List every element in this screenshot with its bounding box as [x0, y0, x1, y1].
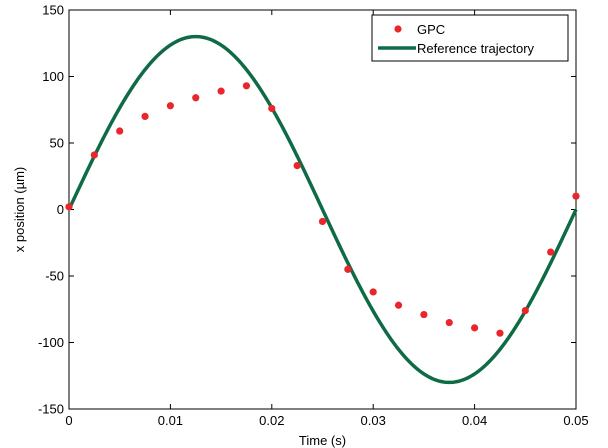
x-tick-label: 0.03 [361, 413, 386, 428]
y-tick-label: -100 [38, 335, 64, 350]
legend-box [371, 14, 569, 62]
y-tick-label: 150 [42, 3, 64, 18]
x-tick-label: 0.02 [259, 413, 284, 428]
gpc-point [318, 217, 327, 226]
x-tick-label: 0 [65, 413, 72, 428]
gpc-point [166, 102, 174, 110]
x-axis-label: Time (s) [299, 433, 346, 448]
gpc-point [65, 203, 73, 211]
gpc-point [547, 248, 555, 256]
gpc-point [445, 318, 453, 327]
gpc-point [420, 310, 428, 319]
gpc-point [369, 288, 377, 296]
gpc-point [496, 329, 504, 337]
gpc-point [471, 324, 479, 332]
gpc-point [293, 162, 301, 170]
axis-ticks: 0 0.01 0.02 0.03 0.04 0.05 -150 -100 -50 0 50 100 15… [38, 3, 589, 429]
gpc-point [268, 104, 276, 113]
y-tick-label: -150 [38, 402, 64, 417]
y-axis-label: x position (µm) [12, 167, 27, 253]
legend: GPC Reference trajectory [371, 14, 569, 62]
gpc-point [242, 82, 251, 90]
gpc-point [217, 87, 225, 95]
gpc-point [344, 265, 352, 273]
series-layer [65, 34, 580, 385]
legend-gpc-marker [394, 25, 402, 33]
gpc-point [394, 301, 403, 309]
x-tick-label: 0.01 [158, 413, 183, 428]
legend-reference-label: Reference trajectory [417, 41, 535, 56]
y-tick-label: 50 [50, 136, 64, 151]
gpc-point [572, 192, 580, 200]
x-tick-label: 0.05 [563, 413, 588, 428]
gpc-point [521, 306, 529, 315]
y-tick-label: -50 [45, 269, 64, 284]
x-tick-label: 0.04 [462, 413, 487, 428]
gpc-point [116, 127, 124, 135]
gpc-point [141, 112, 149, 120]
y-tick-label: 0 [57, 202, 64, 217]
gpc-point [192, 94, 200, 102]
legend-gpc-label: GPC [417, 22, 445, 37]
gpc-point [90, 151, 98, 159]
y-tick-label: 100 [42, 69, 64, 84]
reference-trajectory-line [67, 34, 578, 385]
